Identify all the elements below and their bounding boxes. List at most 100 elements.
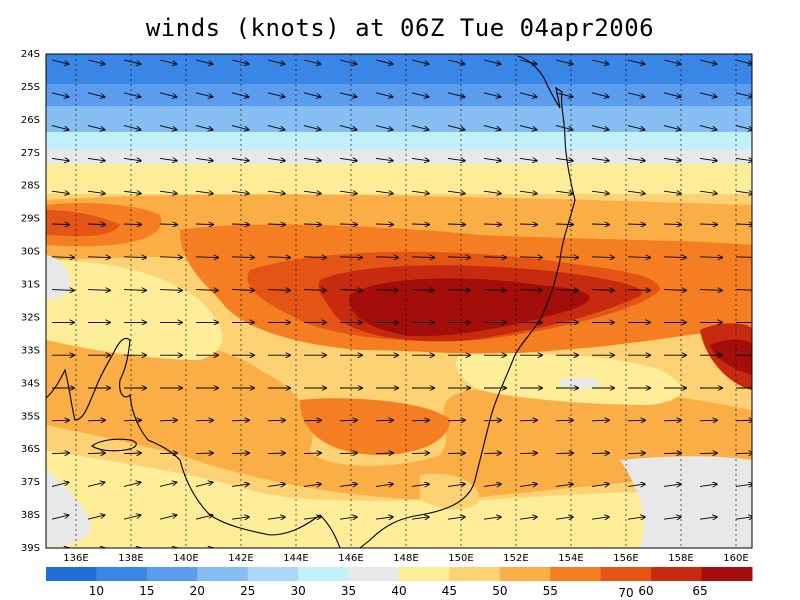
wind-vector xyxy=(267,224,285,225)
longitude-label: 136E xyxy=(63,553,88,564)
wind-vector xyxy=(339,92,356,97)
wind-vector xyxy=(159,59,176,64)
wind-vector xyxy=(448,550,465,552)
wind-vector xyxy=(735,125,752,130)
wind-vector xyxy=(231,59,248,64)
wind-vector xyxy=(159,92,176,97)
wind-vector xyxy=(123,125,140,130)
wind-vector xyxy=(591,484,609,486)
wind-vector xyxy=(447,92,464,97)
wind-vector xyxy=(519,59,536,64)
color-bar-swatch xyxy=(651,567,703,581)
wind-vector xyxy=(699,420,717,421)
wind-vector xyxy=(483,420,501,421)
wind-vector xyxy=(520,550,537,552)
wind-vector xyxy=(87,125,104,130)
wind-vector xyxy=(411,420,429,421)
wind-vector xyxy=(447,224,465,225)
wind-vector xyxy=(51,453,69,454)
wind-vector xyxy=(519,484,537,486)
wind-vector xyxy=(699,484,717,486)
wind-vector xyxy=(123,420,141,421)
wind-vector xyxy=(339,257,362,258)
latitude-label: 33S xyxy=(21,345,40,356)
wind-vector xyxy=(411,290,434,291)
wind-vector xyxy=(627,158,645,160)
wind-vector xyxy=(447,158,465,160)
wind-vector xyxy=(195,59,212,64)
wind-vector xyxy=(519,92,536,97)
wind-vector xyxy=(591,158,609,160)
color-bar-swatch xyxy=(46,567,97,581)
longitude-label: 150E xyxy=(448,553,473,564)
longitude-label: 144E xyxy=(283,553,308,564)
wind-vector xyxy=(735,453,752,454)
wind-vector xyxy=(627,453,645,454)
wind-vector xyxy=(519,290,542,291)
wind-vector xyxy=(231,92,248,97)
latitude-label: 38S xyxy=(21,510,40,521)
wind-vector xyxy=(87,224,105,225)
wind-vector xyxy=(411,125,428,130)
wind-vector xyxy=(627,517,645,519)
wind-vector xyxy=(699,158,717,160)
wind-vector xyxy=(411,59,428,64)
wind-vector xyxy=(159,224,177,225)
wind-vector xyxy=(447,517,465,519)
latitude-label: 30S xyxy=(21,247,40,258)
wind-vector xyxy=(195,515,212,520)
wind-vector xyxy=(52,548,68,552)
color-bar-swatch xyxy=(499,567,551,581)
wind-vector xyxy=(483,290,506,291)
wind-vector xyxy=(159,125,176,130)
wind-vector xyxy=(591,257,614,258)
wind-vector xyxy=(627,125,644,130)
wind-vector xyxy=(124,548,140,552)
wind-vector xyxy=(87,420,105,421)
wind-vector xyxy=(268,550,285,552)
wind-vector xyxy=(663,517,681,519)
wind-vector xyxy=(735,256,752,258)
wind-vector xyxy=(123,482,140,487)
wind-vector xyxy=(663,224,681,225)
wind-vector xyxy=(699,224,717,225)
wind-vector xyxy=(483,191,501,193)
wind-vector xyxy=(87,453,105,454)
wind-vector xyxy=(375,517,393,519)
wind-vector xyxy=(483,517,501,519)
wind-vector xyxy=(231,224,249,225)
wind-vector xyxy=(375,191,393,193)
longitude-label: 152E xyxy=(503,553,528,564)
wind-vector xyxy=(375,59,392,64)
wind-vector xyxy=(160,548,176,552)
longitude-labels: 136E 138E 140E 142E 144E 146E 148E 150E 152E 154E… xyxy=(63,553,748,564)
wind-vector xyxy=(375,125,392,130)
wind-vector xyxy=(699,125,716,130)
color-bar-swatch xyxy=(247,567,299,581)
wind-vector xyxy=(303,420,321,421)
wind-vector xyxy=(591,290,614,291)
wind-vector xyxy=(627,191,645,193)
longitude-label: 138E xyxy=(118,553,143,564)
wind-vector xyxy=(87,515,104,520)
wind-vector xyxy=(591,517,609,519)
wind-vector xyxy=(195,290,218,291)
plot-frame xyxy=(45,53,753,549)
wind-vector xyxy=(699,290,722,291)
wind-vector xyxy=(663,191,681,193)
wind-vector xyxy=(87,158,105,160)
color-bar-label: 30 xyxy=(291,584,306,598)
wind-vector xyxy=(339,158,357,160)
wind-vector xyxy=(303,453,321,454)
wind-vector xyxy=(447,290,470,291)
wind-vector xyxy=(519,453,537,454)
wind-vector xyxy=(555,484,573,486)
wind-vector xyxy=(267,484,285,486)
color-bar-swatch xyxy=(348,567,400,581)
wind-vector xyxy=(375,420,393,421)
wind-vector xyxy=(411,517,429,519)
wind-vector xyxy=(411,92,428,97)
wind-vector xyxy=(159,257,182,258)
color-bar-label: 60 xyxy=(638,584,653,598)
